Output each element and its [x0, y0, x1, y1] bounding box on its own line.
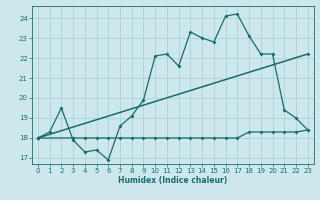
X-axis label: Humidex (Indice chaleur): Humidex (Indice chaleur) [118, 176, 228, 185]
